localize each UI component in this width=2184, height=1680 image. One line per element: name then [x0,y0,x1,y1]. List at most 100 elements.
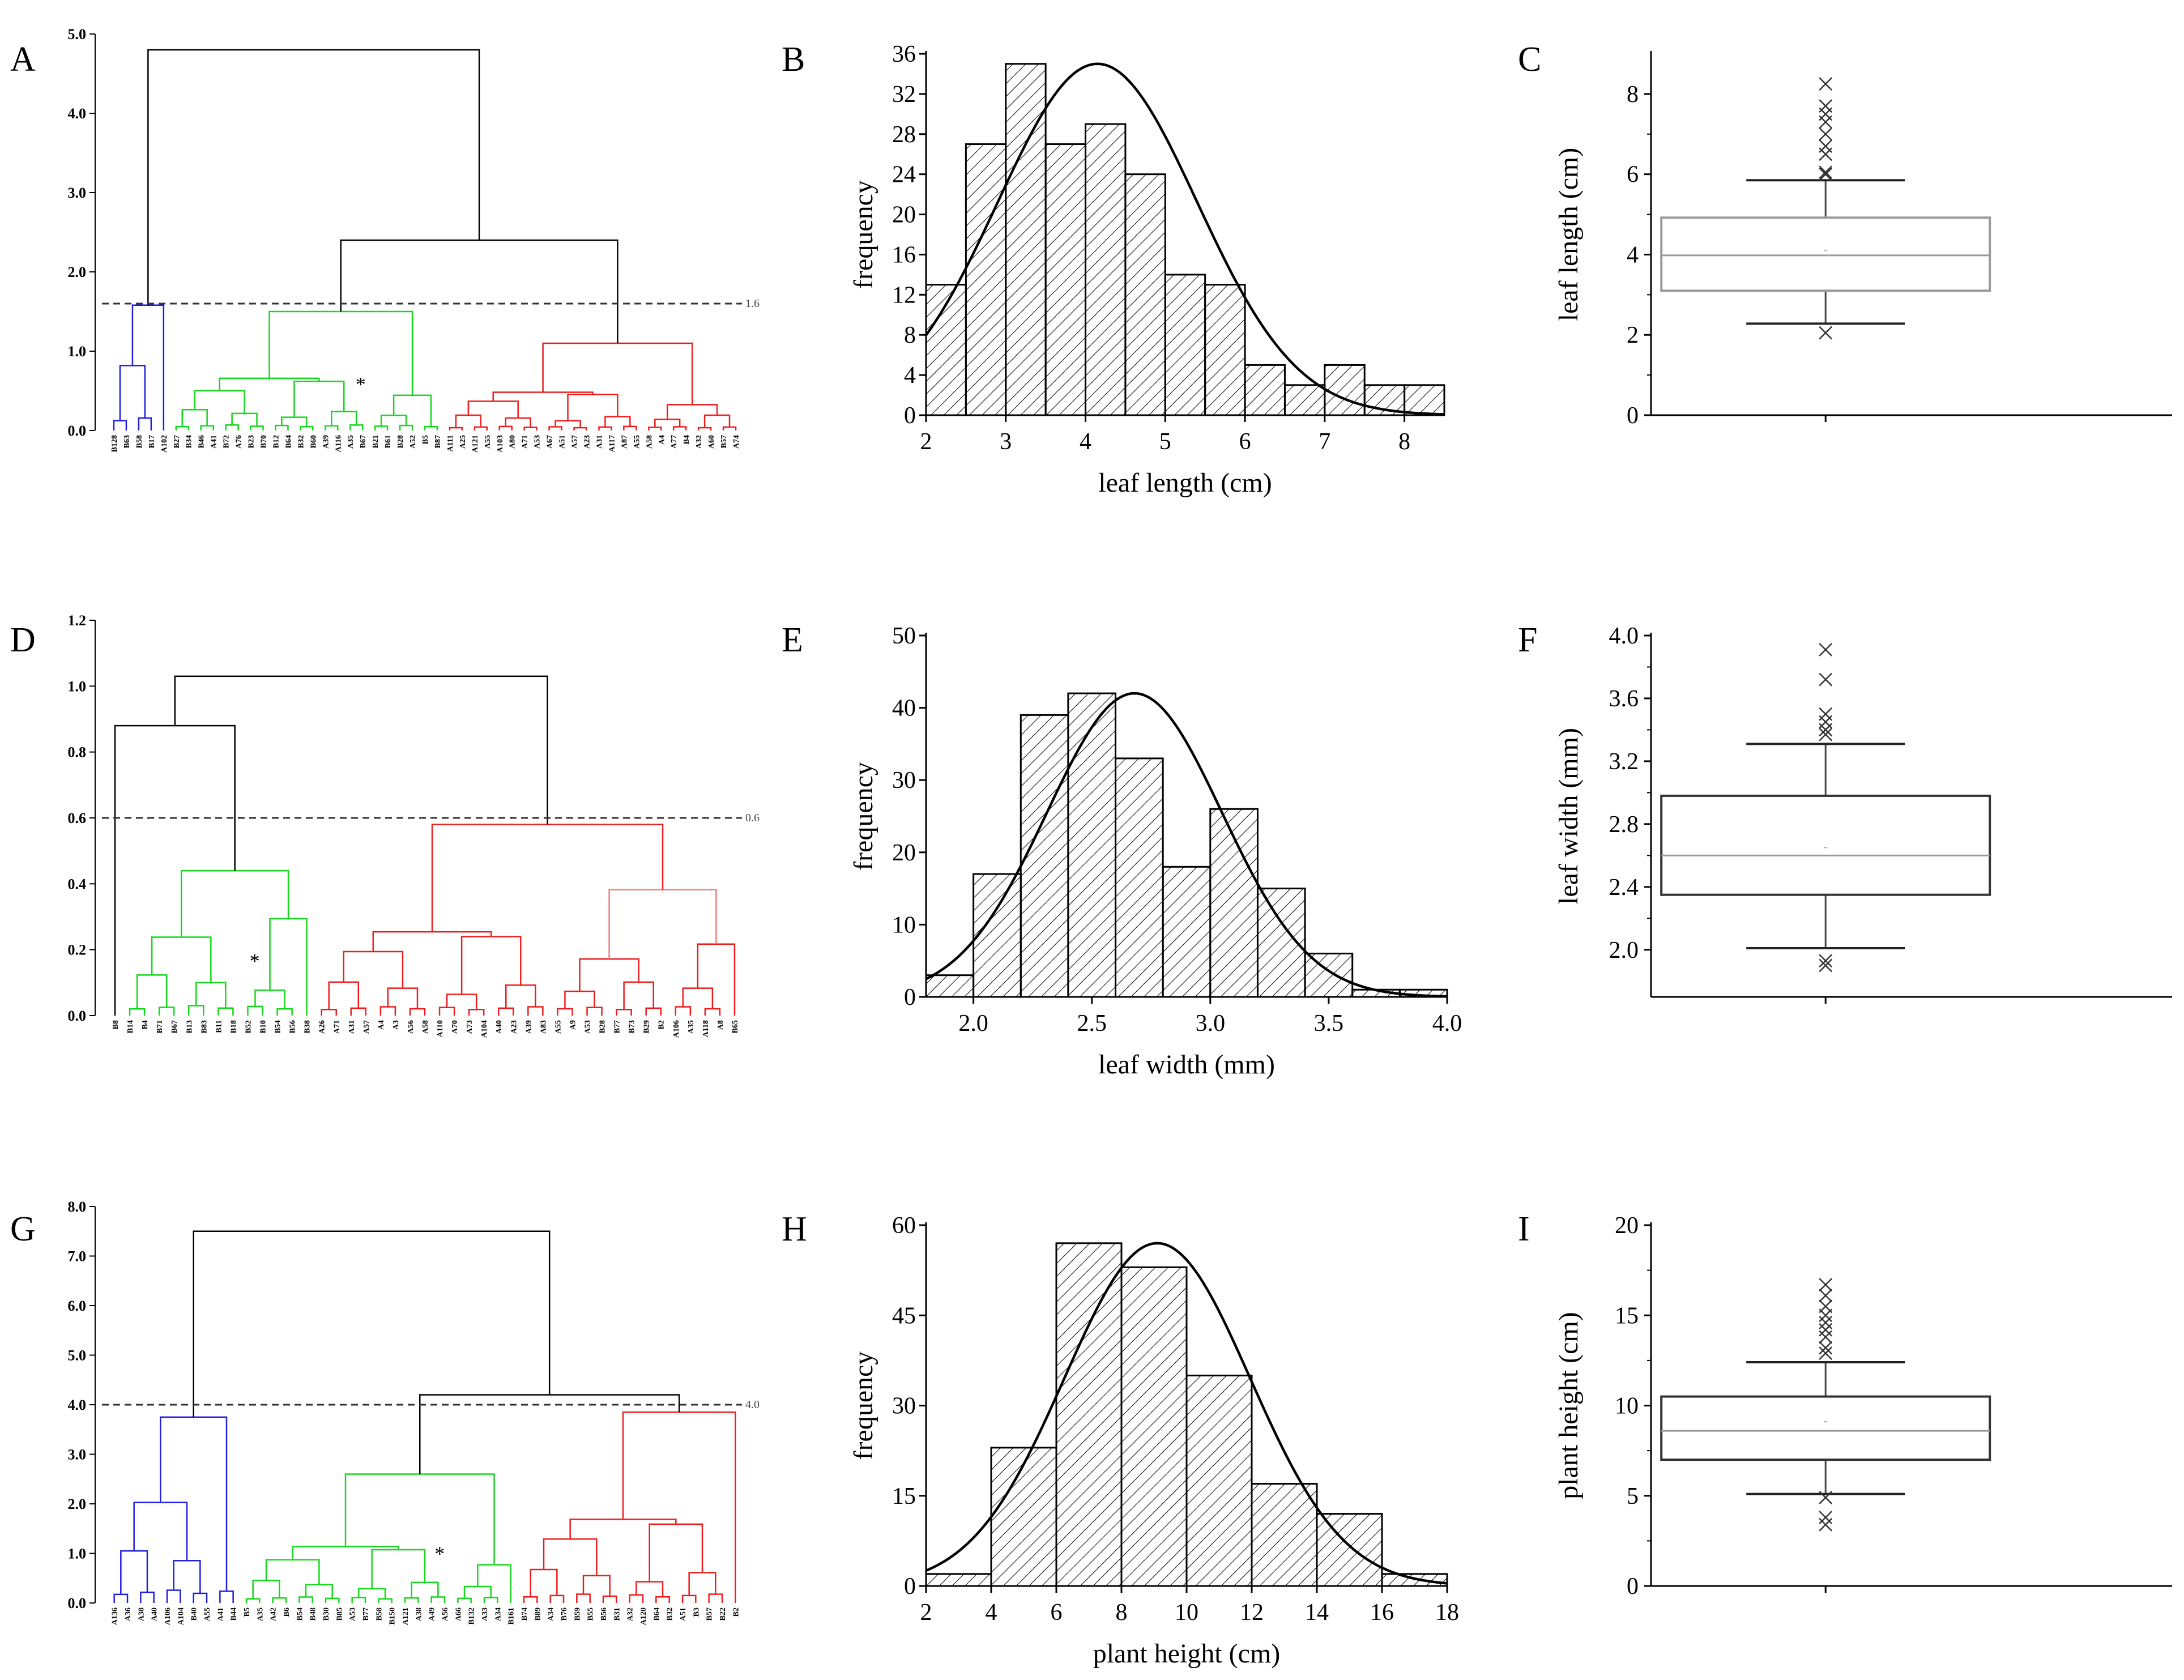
dendrogram-link [340,239,618,343]
x-tick-label: 3.0 [1196,1010,1226,1037]
leaf-label: A8 [716,1020,725,1030]
dendrogram-link [681,1594,697,1603]
dendrogram-link [654,419,681,428]
dendrogram-link [635,1581,664,1597]
leaf-label: B74 [521,1607,529,1621]
leaf-label: A76 [235,435,244,449]
panel-label: B [782,40,805,79]
histogram-bar [1005,63,1047,416]
dendrogram-link [188,1005,204,1016]
y-tick-label: 3.6 [1609,686,1639,712]
dendrogram-link [305,1584,333,1598]
leaf-label: A55 [554,1020,562,1034]
leaf-label: B87 [434,435,442,448]
leaf-label: A53 [584,1020,592,1034]
dendrogram-link [140,1591,155,1603]
x-tick-label: 12 [1240,1600,1264,1626]
y-tick-label: 6.0 [68,1298,87,1314]
dendrogram-link [180,869,289,937]
histogram-bar [1162,865,1212,998]
dendrogram-link [604,416,631,427]
dendrogram-link [120,1550,148,1594]
panel-label: H [782,1210,807,1248]
leaf-label: A40 [151,1607,159,1621]
leaf-label: A32 [626,1607,635,1621]
outlier-point [1819,1299,1833,1314]
y-tick-label: 2.8 [1609,812,1639,838]
leaf-label: A53 [534,435,542,449]
histogram-bar [1185,1374,1253,1587]
dendrogram-link [113,1593,129,1603]
dendrogram-link [151,936,212,983]
dendrogram-link [160,1416,228,1592]
cut-line-label: 4.0 [745,1398,760,1411]
dendrogram-link [586,1007,603,1016]
leaf-label: B61 [384,435,393,448]
dendrogram-link [682,987,714,1009]
x-tick-label: 3 [1000,429,1012,455]
leaf-label: A35 [347,435,355,449]
leaf-label: A111 [446,435,455,452]
y-tick-label: 3.0 [68,185,87,201]
cluster-marker: * [434,1542,445,1565]
leaf-label: A51 [558,435,567,449]
dendrogram-link [200,425,214,430]
leaf-label: B60 [309,435,318,448]
dendrogram-link [129,1008,146,1016]
leaf-label: B31 [613,1607,621,1621]
y-tick-label: 60 [892,1213,916,1239]
histogram-bar [1044,143,1087,416]
leaf-label: B73 [628,1020,637,1033]
x-tick-label: 4 [1080,429,1091,455]
dendrogram-link [672,426,687,430]
dendrogram-link [648,427,662,430]
outlier-point [1819,1278,1833,1291]
y-tick-label: 0 [904,403,916,429]
leaf-label: A106 [164,1607,172,1625]
leaf-label: A31 [595,435,604,449]
dendrogram-link [268,310,413,395]
outlier-point [1819,1289,1833,1303]
x-tick-label: 2.0 [958,1010,988,1037]
dendrogram-link [623,425,637,430]
dendrogram-link [275,424,289,430]
normal-fit-curve [925,1242,1448,1585]
dendrogram-link [331,411,357,426]
dendrogram-link [393,394,432,427]
leaf-label: B57 [706,1607,714,1621]
leaf-label: B85 [335,1607,344,1621]
dendrogram-link [372,931,492,952]
histogram-bar [925,1573,992,1587]
dendrogram-link [497,1007,514,1016]
leaf-label: B8 [112,1020,120,1029]
histogram-bar [1120,1266,1188,1587]
leaf-label: A51 [679,1607,688,1621]
leaf-label: A41 [216,1607,225,1621]
leaf-label: A57 [571,435,579,449]
dendrogram-link [380,415,407,427]
dendrogram-link [666,404,718,420]
leaf-label: A53 [349,1607,357,1621]
leaf-label: A67 [546,435,554,449]
dendrogram-link [523,427,538,430]
y-axis-label: frequency [848,1351,878,1460]
x-tick-label: 2 [920,429,932,455]
y-tick-label: 0 [904,1574,916,1600]
dendrogram-link [548,426,562,430]
outlier-point [1819,1316,1833,1329]
histogram-bar [1251,1483,1318,1587]
x-tick-label: 3.5 [1314,1010,1344,1037]
dendrogram-link [174,675,548,825]
outlier-point [1819,1330,1833,1344]
y-axis-label: leaf width (mm) [1554,728,1584,905]
leaf-label: B14 [126,1020,135,1033]
dendrogram-link [675,1006,692,1016]
dendrogram-link [276,1008,293,1016]
leaf-label: A74 [732,435,741,449]
leaf-label: A83 [539,1020,548,1034]
leaf-label: A57 [362,1020,371,1034]
outlier-point [1819,727,1833,741]
dendrogram-link [616,1008,632,1016]
dendrogram-link [252,1579,280,1599]
cluster-marker: * [356,373,366,396]
